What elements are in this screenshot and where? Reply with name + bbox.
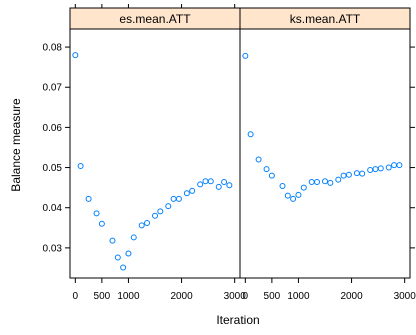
data-point xyxy=(138,222,145,229)
x-tick-label: 0 xyxy=(73,291,79,302)
x-tick-label: 1000 xyxy=(287,291,310,302)
data-point xyxy=(120,264,127,271)
data-point xyxy=(279,183,286,190)
x-tick-label: 500 xyxy=(264,291,281,302)
data-point xyxy=(197,181,204,188)
panel-frame xyxy=(239,28,411,279)
data-point xyxy=(85,195,92,202)
data-point xyxy=(130,234,137,241)
strip-label: es.mean.ATT xyxy=(119,12,191,26)
data-point xyxy=(183,190,190,197)
data-point xyxy=(165,203,172,210)
panel-es.mean.ATT: es.mean.ATT 0 500 1000 2000 3000 0.03 0.04 0.05 0… xyxy=(43,4,247,302)
y-tick-label: 0.04 xyxy=(43,203,63,214)
data-point xyxy=(189,187,196,194)
y-tick-label: 0.05 xyxy=(43,163,63,174)
data-point xyxy=(391,162,398,169)
data-point xyxy=(144,219,151,226)
x-tick-label: 0 xyxy=(243,291,249,302)
x-tick-label: 3000 xyxy=(224,291,247,302)
data-point xyxy=(314,179,321,186)
data-point xyxy=(377,165,384,172)
data-point xyxy=(396,162,403,169)
data-point xyxy=(175,195,182,202)
data-point xyxy=(215,183,222,190)
data-point xyxy=(93,210,100,217)
data-point xyxy=(255,156,262,163)
data-point xyxy=(322,178,328,185)
y-tick-label: 0.03 xyxy=(43,243,63,254)
data-point xyxy=(295,191,302,198)
data-point xyxy=(353,170,360,177)
y-tick-label: 0.07 xyxy=(43,83,63,94)
data-point xyxy=(170,195,177,202)
y-tick-label: 0.08 xyxy=(43,43,63,54)
data-point xyxy=(247,131,254,138)
data-point xyxy=(385,164,392,171)
x-tick-label: 2000 xyxy=(340,291,363,302)
x-tick-label: 500 xyxy=(94,291,111,302)
data-point xyxy=(263,166,270,173)
x-tick-label: 1000 xyxy=(117,291,140,302)
data-point xyxy=(284,192,291,199)
data-point xyxy=(98,220,105,227)
data-point xyxy=(72,52,79,59)
data-point xyxy=(157,208,164,215)
data-point xyxy=(226,182,233,189)
data-point xyxy=(114,254,121,261)
x-tick-label: 3000 xyxy=(394,291,416,302)
x-tick-label: 2000 xyxy=(170,291,193,302)
data-point xyxy=(300,184,307,191)
strip-label: ks.mean.ATT xyxy=(290,12,361,26)
data-point xyxy=(345,171,352,178)
data-point xyxy=(308,179,315,186)
data-point xyxy=(340,172,347,179)
panel-frame xyxy=(69,28,241,279)
data-point xyxy=(125,250,132,257)
data-point xyxy=(152,212,158,219)
data-point xyxy=(242,52,249,59)
data-point xyxy=(109,237,116,244)
data-point xyxy=(367,166,374,173)
y-tick-label: 0.06 xyxy=(43,123,63,134)
x-axis-label: Iteration xyxy=(216,313,259,327)
y-axis-label: Balance measure xyxy=(9,98,23,192)
data-point xyxy=(290,195,297,202)
data-point xyxy=(268,172,275,179)
data-point xyxy=(372,166,379,173)
data-point xyxy=(207,178,214,185)
data-point xyxy=(335,176,342,183)
data-point xyxy=(202,178,209,185)
data-point xyxy=(77,162,84,169)
data-point xyxy=(221,179,228,186)
panel-ks.mean.ATT: ks.mean.ATT 0 500 1000 2000 3000 xyxy=(239,7,416,302)
data-point xyxy=(327,179,334,186)
data-point xyxy=(359,170,366,177)
